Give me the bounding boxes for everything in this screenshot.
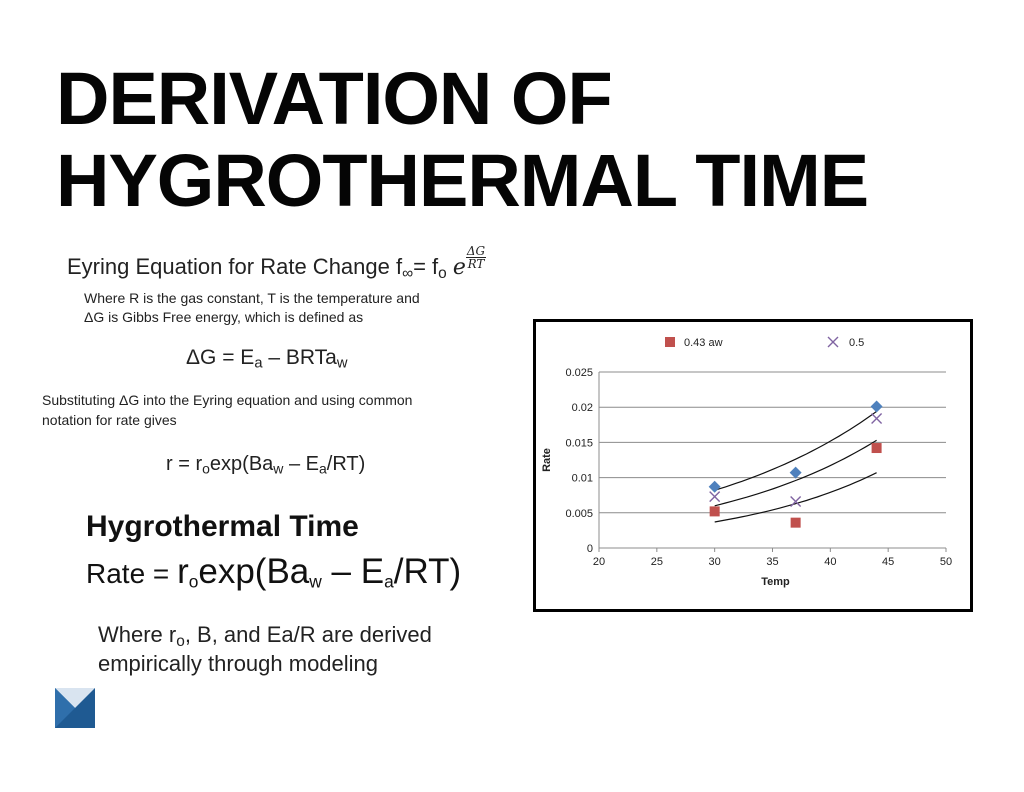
trendline bbox=[714, 439, 877, 507]
hyg-eq-sub-w: w bbox=[309, 571, 322, 592]
x-tick-label: 45 bbox=[882, 556, 894, 568]
hyg-eq-part-3: exp(Ba bbox=[198, 552, 310, 591]
legend-label-x: 0.5 bbox=[849, 337, 864, 349]
hyg-eq-part-4: – E bbox=[321, 552, 385, 591]
empirical-part-1: Where r bbox=[98, 622, 177, 647]
title-line-1: DERIVATION OF bbox=[56, 57, 613, 140]
data-point-square bbox=[709, 506, 720, 517]
data-point-diamond bbox=[870, 400, 883, 413]
y-tick-label: 0.02 bbox=[572, 402, 593, 414]
empirical-note: Where ro, B, and Ea/R are derived empiri… bbox=[98, 620, 432, 678]
substitution-note-line-1: Substituting ΔG into the Eyring equation… bbox=[42, 392, 413, 408]
chart-canvas: 0 0.005 0.01 0.015 0.02 0.025 20 25 30 35 40 45 50 Te… bbox=[541, 336, 952, 588]
x-marker-stroke bbox=[827, 336, 839, 348]
data-point-x bbox=[871, 412, 883, 424]
rate-eq-part-3: – E bbox=[283, 453, 319, 475]
y-tick-label: 0 bbox=[587, 543, 593, 555]
y-axis-title: Rate bbox=[541, 448, 553, 472]
gibbs-sub-w: w bbox=[336, 355, 348, 372]
gas-constant-note-line-2: ΔG is Gibbs Free energy, which is define… bbox=[84, 309, 364, 325]
gibbs-sub-a: a bbox=[254, 355, 263, 372]
chevron-logo-icon bbox=[55, 688, 95, 728]
substitution-note-line-2: notation for rate gives bbox=[42, 412, 177, 428]
x-marker-stroke bbox=[709, 491, 721, 503]
hyg-eq-part-2: r bbox=[177, 552, 189, 591]
rate-eq-sub-o: o bbox=[202, 460, 210, 477]
x-tick-label: 20 bbox=[593, 556, 605, 568]
gas-constant-note-line-1: Where R is the gas constant, T is the te… bbox=[84, 290, 420, 306]
data-point-square bbox=[790, 517, 801, 528]
rate-eq-part-4: /RT) bbox=[326, 453, 366, 475]
hygrothermal-rate-equation: Rate = roexp(Baw – Ea/RT) bbox=[86, 552, 461, 592]
x-marker-stroke bbox=[871, 412, 883, 424]
exp-base: e bbox=[452, 255, 466, 280]
data-point-x bbox=[709, 491, 721, 503]
substitution-note: Substituting ΔG into the Eyring equation… bbox=[42, 390, 412, 430]
eyring-equation: Eyring Equation for Rate Change f∞= fo e… bbox=[67, 244, 487, 282]
trendline bbox=[714, 410, 877, 491]
x-axis-title: Temp bbox=[761, 576, 790, 588]
y-tick-label: 0.025 bbox=[565, 367, 593, 379]
x-tick-label: 40 bbox=[824, 556, 836, 568]
eyring-label: Eyring Equation for Rate Change f bbox=[67, 254, 403, 279]
rate-eq-part-1: r = r bbox=[166, 453, 203, 475]
gibbs-lhs: ΔG = E bbox=[186, 346, 255, 369]
data-point-square bbox=[871, 443, 882, 454]
y-tick-label: 0.01 bbox=[572, 473, 593, 485]
eyring-equals: = f bbox=[413, 254, 439, 279]
hyg-eq-part-1: Rate = bbox=[86, 558, 178, 589]
x-tick-label: 30 bbox=[709, 556, 721, 568]
empirical-note-line-1: Where ro, B, and Ea/R are derived bbox=[98, 620, 432, 649]
trendline bbox=[714, 472, 877, 523]
x-tick-label: 50 bbox=[940, 556, 952, 568]
title-line-2: HYGROTHERMAL TIME bbox=[56, 139, 869, 222]
hygrothermal-heading: Hygrothermal Time bbox=[86, 510, 359, 543]
legend-label-square: 0.43 aw bbox=[684, 337, 723, 349]
data-point-diamond bbox=[789, 466, 802, 479]
f-o-subscript: o bbox=[438, 264, 447, 282]
rate-vs-temp-chart: 0 0.005 0.01 0.015 0.02 0.025 20 25 30 35 40 45 50 Te… bbox=[533, 319, 973, 612]
rate-eq-sub-w: w bbox=[273, 460, 284, 477]
legend-marker-x bbox=[827, 336, 839, 348]
exponent-fraction: ΔG RT bbox=[465, 244, 487, 271]
rate-eq-sub-a: a bbox=[319, 460, 327, 477]
empirical-note-line-2: empirically through modeling bbox=[98, 651, 379, 676]
gibbs-mid: – BRTa bbox=[262, 346, 337, 369]
legend-marker-square bbox=[665, 337, 675, 347]
exponent-numerator: ΔG bbox=[465, 244, 487, 258]
empirical-part-2: , B, and Ea/R are derived bbox=[184, 622, 432, 647]
data-point-diamond bbox=[708, 480, 721, 493]
page-title: DERIVATION OF HYGROTHERMAL TIME bbox=[56, 57, 869, 222]
x-marker-stroke bbox=[790, 496, 802, 508]
f-inf-subscript: ∞ bbox=[402, 264, 414, 282]
y-tick-label: 0.005 bbox=[565, 508, 593, 520]
rate-equation: r = roexp(Baw – Ea/RT) bbox=[166, 453, 365, 476]
gibbs-equation: ΔG = Ea – BRTaw bbox=[186, 346, 348, 372]
x-tick-label: 35 bbox=[766, 556, 778, 568]
data-point-x bbox=[790, 496, 802, 508]
x-tick-label: 25 bbox=[651, 556, 663, 568]
rate-eq-part-2: exp(Ba bbox=[209, 453, 274, 475]
hyg-eq-sub-a: a bbox=[384, 571, 394, 592]
hyg-eq-part-5: /RT) bbox=[393, 552, 462, 591]
y-tick-label: 0.015 bbox=[565, 437, 593, 449]
empirical-sub-o: o bbox=[176, 632, 185, 650]
gas-constant-note: Where R is the gas constant, T is the te… bbox=[84, 289, 420, 327]
hyg-eq-sub-o: o bbox=[188, 571, 199, 592]
exponent-denominator: RT bbox=[467, 257, 485, 271]
